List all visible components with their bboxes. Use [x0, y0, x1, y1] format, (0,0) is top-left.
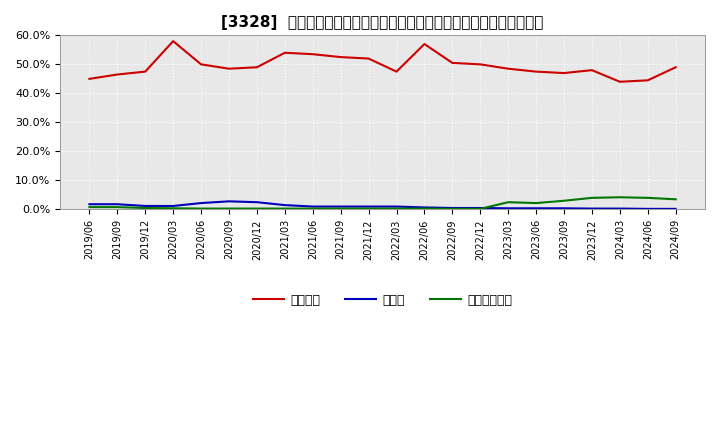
繰延税金資産: [281, 206, 289, 211]
繰延税金資産: [197, 206, 205, 211]
自己資本: [559, 70, 568, 76]
のれん: [671, 206, 680, 212]
自己資本: [113, 72, 122, 77]
自己資本: [448, 60, 456, 66]
自己資本: [281, 50, 289, 55]
繰延税金資産: [308, 206, 317, 211]
Title: [3328]  自己資本、のれん、繰延税金資産の総資産に対する比率の推移: [3328] 自己資本、のれん、繰延税金資産の総資産に対する比率の推移: [221, 15, 544, 30]
繰延税金資産: [364, 206, 373, 211]
繰延税金資産: [420, 206, 428, 211]
のれん: [225, 199, 233, 204]
繰延税金資産: [253, 206, 261, 211]
自己資本: [253, 65, 261, 70]
Line: 自己資本: 自己資本: [89, 41, 675, 82]
繰延税金資産: [85, 205, 94, 210]
繰延税金資産: [532, 201, 541, 206]
のれん: [141, 203, 150, 209]
繰延税金資産: [588, 195, 596, 201]
繰延税金資産: [616, 194, 624, 200]
繰延税金資産: [113, 205, 122, 210]
自己資本: [85, 76, 94, 81]
のれん: [308, 204, 317, 209]
自己資本: [336, 55, 345, 60]
Line: のれん: のれん: [89, 202, 675, 209]
自己資本: [532, 69, 541, 74]
のれん: [588, 206, 596, 211]
繰延税金資産: [392, 206, 401, 211]
自己資本: [197, 62, 205, 67]
自己資本: [616, 79, 624, 84]
自己資本: [225, 66, 233, 71]
Legend: 自己資本, のれん, 繰延税金資産: 自己資本, のれん, 繰延税金資産: [248, 289, 518, 312]
自己資本: [364, 56, 373, 61]
のれん: [616, 206, 624, 211]
自己資本: [420, 41, 428, 47]
のれん: [476, 205, 485, 211]
のれん: [197, 201, 205, 206]
のれん: [392, 204, 401, 209]
のれん: [644, 206, 652, 212]
自己資本: [476, 62, 485, 67]
繰延税金資産: [476, 206, 485, 212]
のれん: [113, 202, 122, 207]
のれん: [169, 203, 178, 209]
自己資本: [588, 67, 596, 73]
繰延税金資産: [336, 206, 345, 211]
のれん: [364, 204, 373, 209]
自己資本: [671, 65, 680, 70]
自己資本: [141, 69, 150, 74]
のれん: [504, 205, 513, 211]
のれん: [448, 205, 456, 211]
自己資本: [392, 69, 401, 74]
繰延税金資産: [448, 206, 456, 212]
のれん: [336, 204, 345, 209]
繰延税金資産: [559, 198, 568, 203]
のれん: [420, 205, 428, 210]
繰延税金資産: [141, 205, 150, 211]
のれん: [559, 205, 568, 211]
のれん: [281, 202, 289, 208]
Line: 繰延税金資産: 繰延税金資産: [89, 197, 675, 209]
繰延税金資産: [644, 195, 652, 201]
繰延税金資産: [169, 205, 178, 211]
のれん: [532, 205, 541, 211]
のれん: [85, 202, 94, 207]
自己資本: [644, 78, 652, 83]
のれん: [253, 200, 261, 205]
繰延税金資産: [671, 197, 680, 202]
繰延税金資産: [504, 200, 513, 205]
自己資本: [504, 66, 513, 71]
自己資本: [308, 51, 317, 57]
自己資本: [169, 38, 178, 44]
繰延税金資産: [225, 206, 233, 211]
